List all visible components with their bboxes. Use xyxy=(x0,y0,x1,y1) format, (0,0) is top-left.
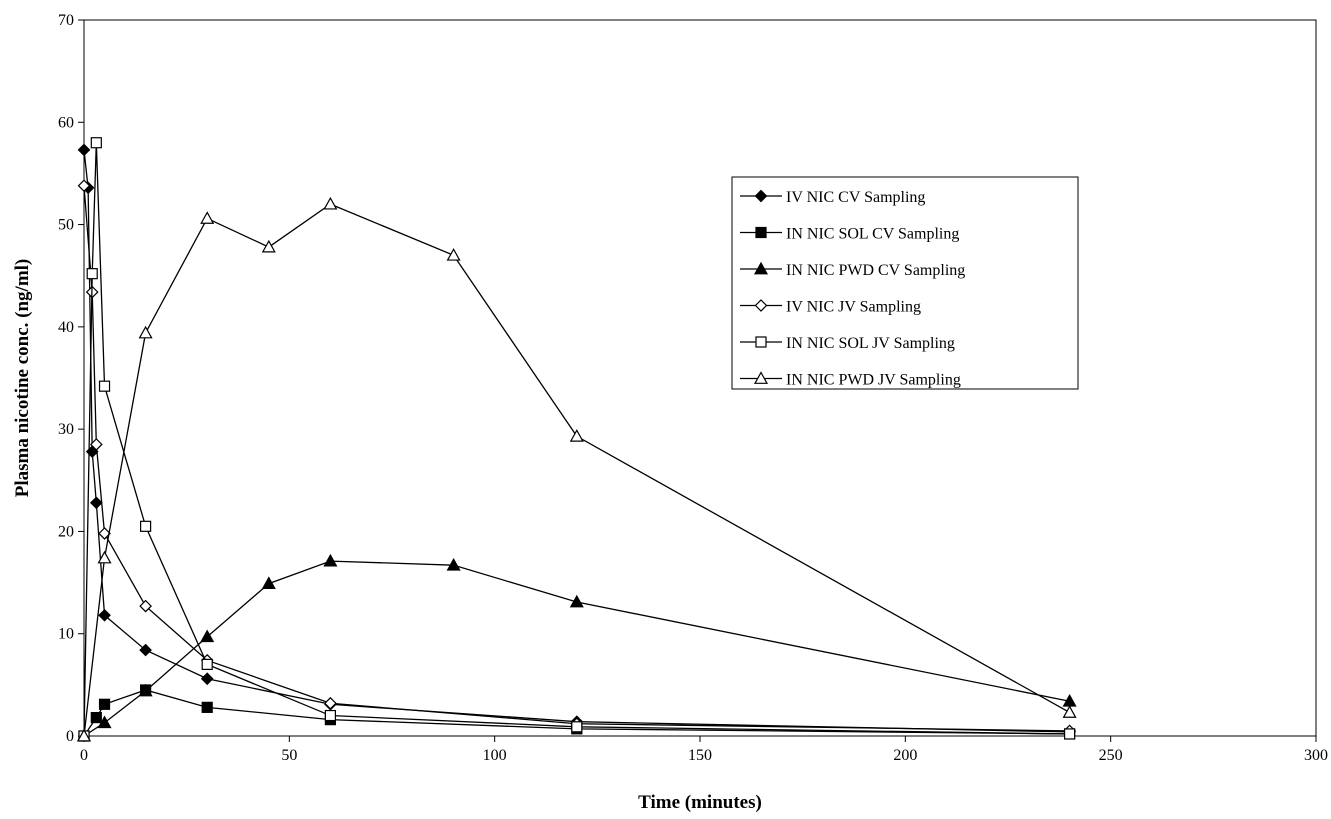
y-tick-label: 70 xyxy=(58,12,74,29)
data-point xyxy=(200,629,215,643)
data-point xyxy=(324,709,336,722)
legend-marker xyxy=(755,226,767,239)
data-point xyxy=(77,143,91,157)
x-tick-label: 250 xyxy=(1099,747,1123,764)
y-tick-label: 0 xyxy=(66,728,74,745)
data-point xyxy=(1062,705,1077,718)
data-point xyxy=(98,698,111,710)
legend-marker xyxy=(753,371,769,384)
legend-label: IN NIC PWD CV Sampling xyxy=(786,262,965,279)
data-point xyxy=(97,715,112,729)
data-point xyxy=(261,576,276,589)
y-tick-label: 60 xyxy=(58,114,74,131)
legend-marker xyxy=(754,299,768,312)
legend-label: IV NIC CV Sampling xyxy=(786,189,925,206)
plot-area xyxy=(83,19,1317,737)
data-point xyxy=(571,721,583,733)
legend-label: IN NIC SOL CV Sampling xyxy=(786,226,959,243)
data-point xyxy=(200,672,214,686)
data-point xyxy=(89,438,103,451)
series-layer xyxy=(76,137,1077,742)
data-point xyxy=(138,683,153,697)
data-point xyxy=(77,179,91,193)
data-point xyxy=(76,728,92,742)
y-axis-title: Plasma nicotine conc. (ng/ml) xyxy=(12,259,33,498)
data-point xyxy=(90,137,102,149)
data-point xyxy=(446,248,461,261)
data-point xyxy=(98,527,111,540)
data-point xyxy=(261,239,276,253)
data-point xyxy=(201,658,213,671)
legend-label: IV NIC JV Sampling xyxy=(786,299,921,316)
y-tick-label: 50 xyxy=(58,217,74,234)
y-tick-label: 20 xyxy=(58,523,74,540)
y-tick-label: 40 xyxy=(58,319,74,336)
data-point xyxy=(1063,728,1076,740)
series-3 xyxy=(76,553,1077,742)
x-axis-title: Time (minutes) xyxy=(638,792,762,813)
x-tick-label: 0 xyxy=(80,747,88,764)
series-6 xyxy=(76,196,1077,742)
y-tick-label: 10 xyxy=(58,626,74,643)
data-point xyxy=(97,550,112,564)
data-point xyxy=(201,701,213,713)
x-tick-label: 300 xyxy=(1304,747,1328,764)
legend-label: IN NIC PWD JV Sampling xyxy=(786,372,961,389)
data-point xyxy=(139,599,152,613)
legend-marker xyxy=(753,261,769,275)
data-point xyxy=(200,211,215,224)
x-tick-label: 50 xyxy=(281,747,297,764)
data-point xyxy=(569,594,584,608)
data-point xyxy=(140,520,152,532)
legend-marker xyxy=(754,189,768,203)
x-tick-label: 200 xyxy=(893,747,917,764)
x-tick-label: 150 xyxy=(688,747,712,764)
data-point xyxy=(323,196,338,210)
data-point xyxy=(98,608,111,622)
x-axis: 0 50 100 150 200 250 300 xyxy=(80,736,1328,764)
y-axis: 0 10 20 30 40 50 60 70 xyxy=(58,12,84,745)
data-point xyxy=(139,643,152,657)
data-point xyxy=(98,380,111,392)
data-point xyxy=(569,429,584,442)
y-tick-label: 30 xyxy=(58,421,74,438)
data-point xyxy=(90,711,102,724)
data-point xyxy=(86,268,98,280)
legend: IV NIC CV Sampling IN NIC SOL CV Sampling… xyxy=(731,176,1079,390)
data-point xyxy=(324,696,337,710)
legend-label: IN NIC SOL JV Sampling xyxy=(786,335,955,352)
data-point xyxy=(89,496,103,510)
data-point xyxy=(323,553,338,567)
x-tick-label: 100 xyxy=(483,747,507,764)
data-point xyxy=(446,557,461,571)
data-point xyxy=(138,325,153,339)
legend-marker xyxy=(755,336,767,348)
legend-box xyxy=(731,176,1079,390)
